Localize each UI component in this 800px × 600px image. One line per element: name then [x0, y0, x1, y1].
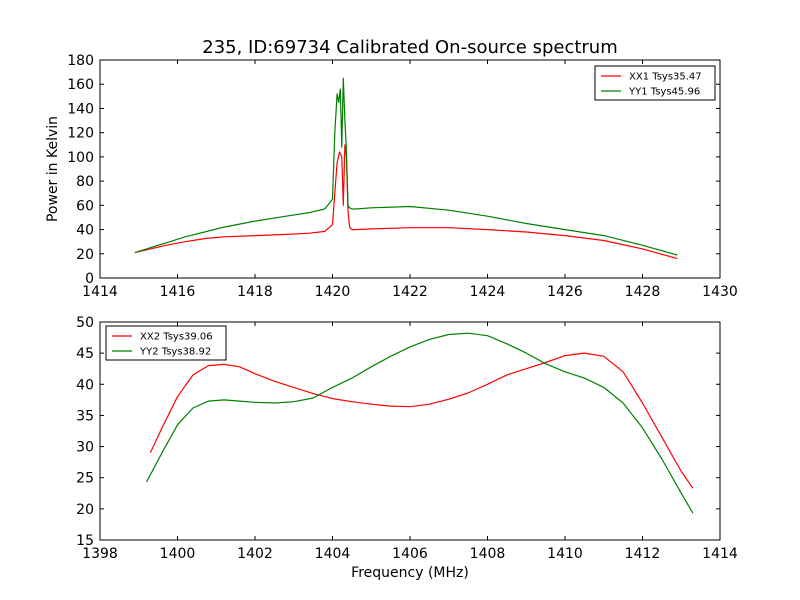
- legend-entry: YY2 Tsys38.92: [139, 347, 211, 358]
- chart-title: 235, ID:69734 Calibrated On-source spect…: [202, 37, 618, 58]
- x-tick-label: 1410: [547, 546, 583, 562]
- y-tick-label: 180: [67, 53, 94, 69]
- legend-box: [594, 65, 716, 101]
- x-tick-label: 1404: [315, 546, 351, 562]
- x-tick-label: 1398: [82, 546, 118, 562]
- y-tick-label: 35: [76, 408, 94, 424]
- x-tick-label: 1408: [470, 546, 506, 562]
- x-tick-label: 1420: [315, 284, 351, 300]
- top-plot: 1414 1416 1418 1420 1422 1424 1426 1428 1430 0 20 4…: [67, 53, 738, 300]
- x-tick-label: 1416: [160, 284, 196, 300]
- x-tick-label: 1424: [470, 284, 506, 300]
- legend-entry: XX1 Tsys35.47: [629, 72, 702, 83]
- series-line-1: [134, 144, 678, 260]
- y-tick-label: 0: [85, 271, 94, 287]
- x-tick-label: 1426: [547, 284, 583, 300]
- y-tick-label: 15: [76, 533, 94, 549]
- y-tick-label: 30: [76, 440, 94, 456]
- y-tick-label: 20: [76, 247, 94, 263]
- y-tick-label: 25: [76, 471, 94, 487]
- y-tick-label: 80: [76, 174, 94, 190]
- y-tick-label: 40: [76, 223, 94, 239]
- y-tick-label: 45: [76, 346, 94, 362]
- legend: XX1 Tsys35.47 YY1 Tsys45.96: [594, 65, 716, 101]
- legend-box: [105, 325, 227, 361]
- x-tick-label: 1406: [392, 546, 428, 562]
- legend-entry: XX2 Tsys39.06: [140, 332, 213, 343]
- x-tick-label: 1412: [625, 546, 661, 562]
- x-tick-label: 1428: [625, 284, 661, 300]
- x-tick-label: 1430: [702, 284, 738, 300]
- legend: XX2 Tsys39.06 YY2 Tsys38.92: [105, 325, 227, 361]
- y-tick-label: 20: [76, 502, 94, 518]
- x-tick-label: 1402: [237, 546, 273, 562]
- y-tick-label: 160: [67, 77, 94, 93]
- y-tick-label: 100: [67, 150, 94, 166]
- y-tick-label: 140: [67, 101, 94, 117]
- series-line-1: [149, 352, 694, 489]
- x-tick-label: 1418: [237, 284, 273, 300]
- x-tick-label: 1414: [82, 284, 118, 300]
- series-line-2: [134, 77, 678, 256]
- bottom-x-axis-label: Frequency (MHz): [351, 565, 469, 581]
- x-tick-label: 1400: [160, 546, 196, 562]
- bottom-plot: 1398 1400 1402 1404 1406 1408 1410 1412 1414 15 20…: [76, 315, 738, 562]
- top-y-axis-label: Power in Kelvin: [45, 116, 61, 222]
- series-line-2: [145, 332, 694, 514]
- y-tick-label: 60: [76, 198, 94, 214]
- legend-entry: YY1 Tsys45.96: [628, 87, 700, 98]
- y-tick-label: 120: [67, 126, 94, 142]
- y-tick-label: 40: [76, 377, 94, 393]
- x-tick-label: 1422: [392, 284, 428, 300]
- y-tick-label: 50: [76, 315, 94, 331]
- x-tick-label: 1414: [702, 546, 738, 562]
